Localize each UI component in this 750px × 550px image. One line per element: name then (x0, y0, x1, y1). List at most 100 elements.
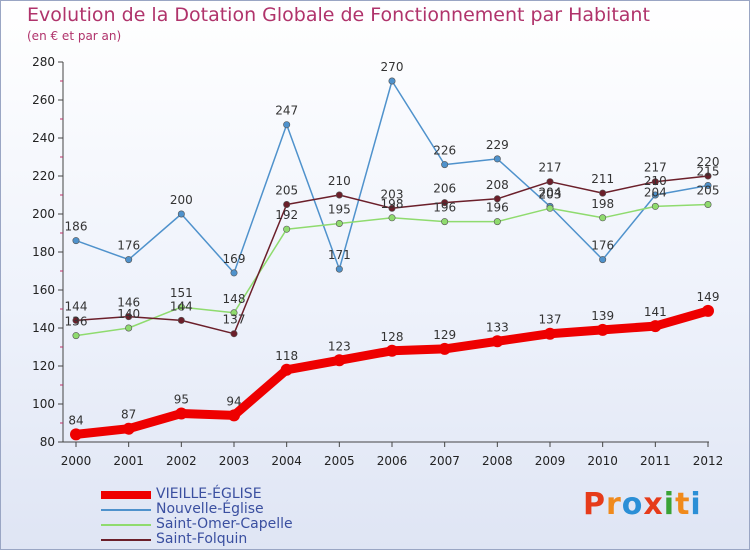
y-tick-label: 220 (32, 169, 55, 183)
y-tick-label: 180 (32, 245, 55, 259)
data-point (493, 218, 501, 226)
data-point (441, 199, 449, 207)
data-point (649, 320, 662, 333)
y-tick-label: 140 (32, 321, 55, 335)
data-label: 118 (275, 349, 298, 363)
data-point (335, 265, 343, 273)
logo-letter: o (621, 487, 644, 522)
data-label: 247 (275, 104, 298, 118)
data-point (280, 363, 293, 376)
data-point (546, 204, 554, 212)
data-point (599, 189, 607, 197)
data-point (599, 214, 607, 222)
data-label: 136 (65, 315, 88, 329)
data-label: 133 (486, 320, 509, 334)
data-point (125, 324, 133, 332)
data-label: 144 (170, 299, 193, 313)
data-label: 229 (486, 138, 509, 152)
data-label: 128 (381, 330, 404, 344)
data-label: 217 (539, 161, 562, 175)
data-point (230, 330, 238, 338)
y-tick-label: 160 (32, 283, 55, 297)
data-point (596, 323, 609, 336)
x-tick-label: 2004 (271, 454, 302, 468)
y-tick-label: 200 (32, 207, 55, 221)
data-point (70, 428, 82, 441)
y-tick-label: 280 (32, 55, 55, 69)
data-label: 176 (117, 239, 140, 253)
legend-swatch (101, 539, 151, 541)
data-label: 87 (121, 408, 136, 422)
x-tick-label: 2012 (693, 454, 724, 468)
data-point (388, 214, 396, 222)
data-point (333, 354, 346, 367)
data-label: 94 (226, 394, 241, 408)
data-point (122, 422, 135, 435)
data-label: 200 (170, 193, 193, 207)
data-point (72, 237, 80, 245)
legend-swatch (101, 491, 151, 499)
logo-letter: x (643, 487, 664, 522)
data-label: 196 (486, 201, 509, 215)
data-label: 203 (381, 187, 404, 201)
y-tick-label: 240 (32, 131, 55, 145)
data-point (72, 316, 80, 324)
data-point (544, 327, 556, 340)
data-label: 270 (381, 60, 404, 74)
data-point (283, 201, 291, 209)
x-tick-label: 2009 (535, 454, 566, 468)
data-point (177, 303, 185, 311)
data-point (283, 225, 291, 233)
x-tick-label: 2003 (219, 454, 250, 468)
data-label: 205 (275, 184, 298, 198)
x-tick-label: 2001 (113, 454, 144, 468)
data-point (283, 121, 291, 129)
data-point (388, 77, 396, 85)
data-label: 186 (65, 220, 88, 234)
data-label: 204 (644, 185, 667, 199)
legend-label: Nouvelle-Église (156, 501, 264, 517)
data-point (228, 409, 240, 422)
data-label: 137 (223, 313, 246, 327)
logo-letter: P (583, 487, 606, 522)
logo-letter: i (663, 487, 676, 522)
legend-swatch (101, 509, 151, 511)
data-label: 151 (170, 286, 193, 300)
legend-label: VIEILLE-ÉGLISE (156, 486, 262, 502)
data-label: 169 (223, 252, 246, 266)
data-point (651, 191, 659, 199)
data-label: 171 (328, 248, 351, 262)
data-point (72, 332, 80, 340)
logo-letter: i (690, 487, 702, 522)
x-tick-label: 2002 (166, 454, 197, 468)
data-point (335, 191, 343, 199)
data-label: 226 (433, 144, 456, 158)
logo-letter: t (675, 487, 691, 522)
data-point (125, 256, 133, 264)
legend-swatch (101, 524, 151, 526)
data-label: 206 (433, 182, 456, 196)
data-point (175, 407, 188, 420)
legend-label: Saint-Folquin (156, 531, 248, 547)
data-label: 123 (328, 339, 351, 353)
data-point (702, 304, 714, 317)
data-label: 196 (433, 201, 456, 215)
x-tick-label: 2007 (429, 454, 460, 468)
data-label: 146 (117, 296, 140, 310)
data-point (441, 161, 449, 169)
x-tick-label: 2008 (482, 454, 513, 468)
data-point (493, 155, 501, 163)
x-tick-label: 2011 (640, 454, 671, 468)
y-tick-label: 80 (40, 435, 55, 449)
chart-title: Evolution de la Dotation Globale de Fonc… (27, 4, 650, 26)
x-tick-label: 2006 (377, 454, 408, 468)
data-label: 129 (433, 328, 456, 342)
data-point (438, 342, 451, 355)
data-label: 210 (328, 174, 351, 188)
data-label: 208 (486, 178, 509, 192)
data-label: 203 (539, 187, 562, 201)
data-label: 149 (697, 290, 720, 304)
data-label: 211 (591, 172, 614, 186)
data-label: 215 (697, 165, 720, 179)
data-point (388, 204, 396, 212)
